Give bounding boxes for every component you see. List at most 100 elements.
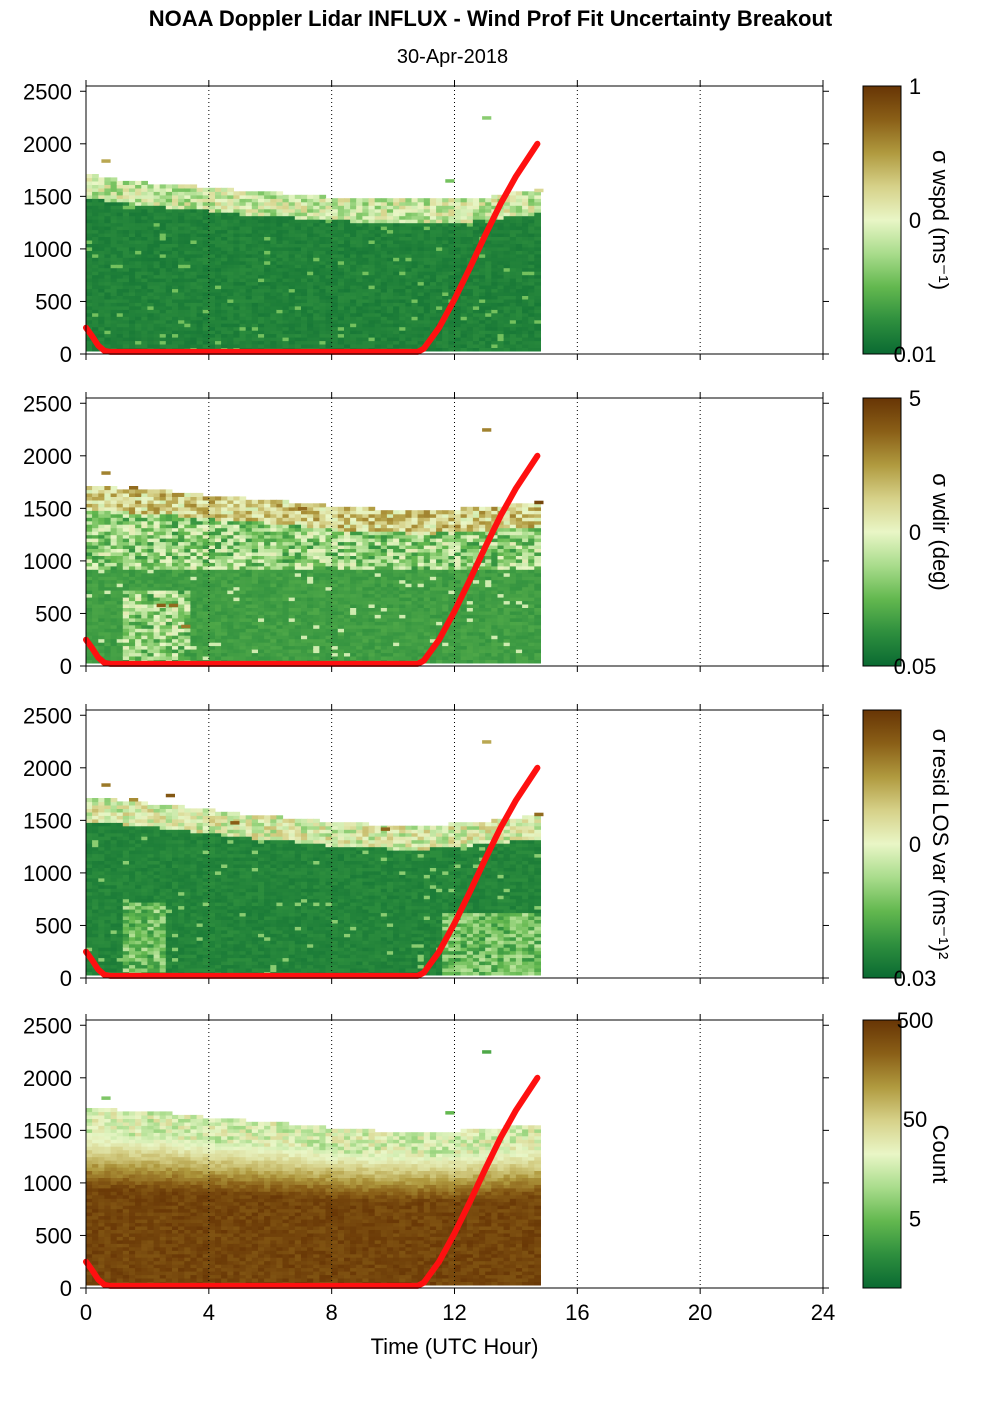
heatmap-cell bbox=[497, 333, 505, 338]
heatmap-cell bbox=[325, 288, 333, 293]
heatmap-cell bbox=[251, 319, 259, 324]
heatmap-cell bbox=[221, 520, 228, 525]
heatmap-cell bbox=[270, 274, 277, 279]
heatmap-cell bbox=[245, 191, 253, 196]
heatmap-cell bbox=[374, 250, 382, 255]
heatmap-cell bbox=[190, 586, 198, 591]
heatmap-cell bbox=[337, 229, 345, 234]
heatmap-cell bbox=[264, 246, 271, 251]
heatmap-cell bbox=[147, 236, 155, 241]
heatmap-cell bbox=[159, 257, 167, 262]
heatmap-cell bbox=[374, 291, 382, 296]
heatmap-cell bbox=[503, 319, 511, 324]
heatmap-cell bbox=[522, 212, 529, 217]
heatmap-cell bbox=[122, 281, 130, 286]
heatmap-cell bbox=[399, 267, 406, 272]
heatmap-cell bbox=[307, 278, 314, 283]
heatmap-cell bbox=[276, 288, 284, 293]
heatmap-cell bbox=[319, 194, 327, 199]
heatmap-cell bbox=[215, 246, 222, 251]
heatmap-cell bbox=[466, 330, 474, 335]
heatmap-cell bbox=[270, 520, 277, 525]
heatmap-cell bbox=[264, 569, 271, 574]
heatmap-cell bbox=[344, 253, 351, 258]
heatmap-cell bbox=[202, 538, 210, 543]
heatmap-cell bbox=[153, 191, 161, 196]
heatmap-cell bbox=[522, 236, 529, 241]
heatmap-cell bbox=[208, 330, 216, 335]
heatmap-cell bbox=[251, 333, 259, 338]
heatmap-cell bbox=[497, 239, 505, 244]
heatmap-cell bbox=[221, 499, 228, 504]
heatmap-cell bbox=[288, 239, 296, 244]
heatmap-cell bbox=[196, 579, 204, 584]
heatmap-cell bbox=[245, 624, 253, 629]
heatmap-cell bbox=[405, 243, 413, 248]
heatmap-cell bbox=[288, 298, 296, 303]
heatmap-cell bbox=[190, 583, 198, 588]
heatmap-cell bbox=[515, 309, 523, 314]
heatmap-cell bbox=[104, 499, 112, 504]
heatmap-cell bbox=[307, 267, 314, 272]
heatmap-cell bbox=[301, 323, 308, 328]
heatmap-cell bbox=[141, 492, 148, 497]
heatmap-cell bbox=[184, 264, 191, 269]
heatmap-cell bbox=[196, 312, 204, 317]
heatmap-cell bbox=[515, 219, 523, 224]
heatmap-cell bbox=[319, 298, 327, 303]
heatmap-cell bbox=[129, 226, 136, 231]
heatmap-cell bbox=[110, 621, 118, 626]
heatmap-cell bbox=[122, 257, 130, 262]
heatmap-cell bbox=[258, 614, 265, 619]
heatmap-cell bbox=[153, 219, 161, 224]
heatmap-cell bbox=[466, 205, 474, 210]
heatmap-cell bbox=[386, 278, 394, 283]
heatmap-cell bbox=[393, 250, 400, 255]
heatmap-cell bbox=[202, 323, 210, 328]
heatmap-cell bbox=[239, 271, 247, 276]
heatmap-cell bbox=[466, 278, 474, 283]
heatmap-cell bbox=[448, 226, 456, 231]
heatmap-cell bbox=[454, 323, 462, 328]
heatmap-cell bbox=[301, 260, 308, 265]
heatmap-cell bbox=[202, 534, 210, 539]
heatmap-cell bbox=[135, 208, 142, 213]
heatmap-cell bbox=[251, 603, 259, 608]
heatmap-cell bbox=[239, 343, 247, 348]
heatmap-cell bbox=[221, 295, 228, 300]
heatmap-cell bbox=[215, 285, 222, 290]
heatmap-cell bbox=[159, 305, 167, 310]
heatmap-cell bbox=[380, 305, 388, 310]
heatmap-cell bbox=[208, 302, 216, 307]
heatmap-cell bbox=[276, 649, 284, 654]
heatmap-cell bbox=[239, 631, 247, 636]
heatmap-cell bbox=[159, 326, 167, 331]
heatmap-cell bbox=[374, 205, 382, 210]
heatmap-cell bbox=[116, 614, 124, 619]
heatmap-cell bbox=[245, 555, 253, 560]
heatmap-cell bbox=[301, 212, 308, 217]
heatmap-cell bbox=[122, 239, 130, 244]
heatmap-cell bbox=[362, 219, 370, 224]
heatmap-cell bbox=[122, 330, 130, 335]
heatmap-cell bbox=[386, 337, 394, 342]
heatmap-cell bbox=[276, 236, 284, 241]
heatmap-cell bbox=[454, 271, 462, 276]
heatmap-cell bbox=[110, 624, 118, 629]
heatmap-cell bbox=[448, 229, 456, 234]
heatmap-cell bbox=[313, 274, 320, 279]
heatmap-cell bbox=[208, 531, 216, 536]
heatmap-cell bbox=[522, 222, 529, 227]
heatmap-cell bbox=[202, 642, 210, 647]
heatmap-cell bbox=[319, 250, 327, 255]
heatmap-cell bbox=[202, 496, 210, 501]
heatmap-cell bbox=[344, 239, 351, 244]
heatmap-cell bbox=[399, 232, 406, 237]
heatmap-cell bbox=[159, 624, 167, 629]
heatmap-cell bbox=[350, 333, 357, 338]
heatmap-cell bbox=[190, 208, 198, 213]
heatmap-cell bbox=[202, 212, 210, 217]
heatmap-cell bbox=[417, 298, 425, 303]
heatmap-cell bbox=[215, 267, 222, 272]
heatmap-cell bbox=[454, 333, 462, 338]
